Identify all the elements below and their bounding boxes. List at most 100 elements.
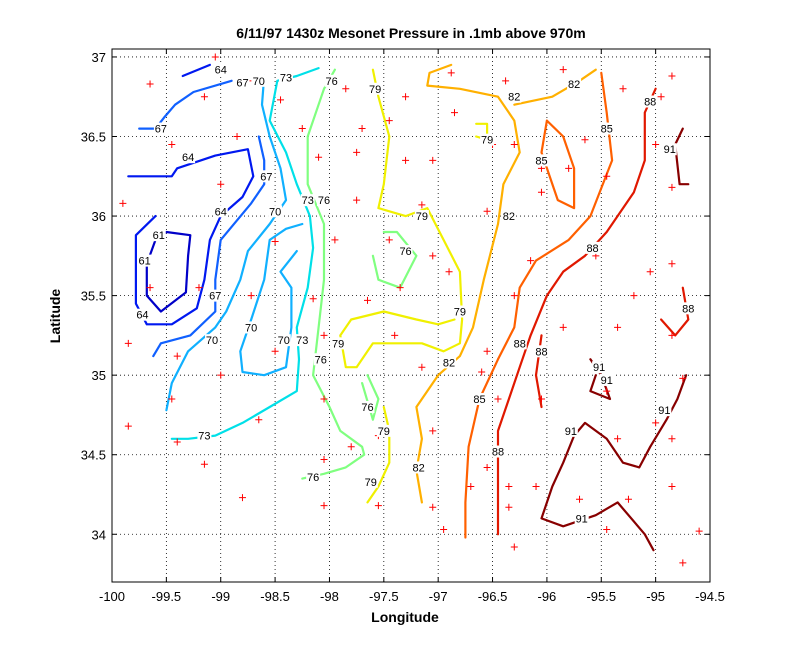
station-marker [247, 292, 255, 300]
station-marker [624, 495, 632, 503]
contour-label: 79 [369, 84, 381, 96]
contour-67 [138, 79, 233, 130]
contour-label-bg [135, 308, 150, 321]
contour-label: 70 [253, 76, 265, 88]
station-marker [668, 435, 676, 443]
contour-label: 67 [236, 77, 248, 89]
station-marker [429, 427, 437, 435]
station-marker [494, 395, 502, 403]
contour-label-bg [480, 133, 495, 146]
station-marker [581, 136, 589, 144]
station-marker [532, 483, 540, 491]
chart-title: 6/11/97 1430z Mesonet Pressure in .1mb a… [236, 25, 585, 41]
x-tick-label: -97.5 [369, 589, 399, 604]
station-marker [271, 238, 279, 246]
contour-label: 82 [568, 79, 580, 91]
station-marker [385, 117, 393, 125]
contour-label: 76 [307, 472, 319, 484]
x-tick-label: -96.5 [478, 589, 508, 604]
contour-label-bg [213, 63, 228, 76]
plot-area [112, 49, 710, 582]
station-marker [298, 125, 306, 133]
contour-label: 85 [473, 394, 485, 406]
contour-label: 70 [269, 206, 281, 218]
contour-91 [674, 127, 690, 186]
contour-label-bg [411, 461, 426, 474]
contour-label: 79 [481, 135, 493, 147]
station-marker [668, 483, 676, 491]
station-marker [668, 72, 676, 80]
station-marker [233, 133, 241, 141]
contour-label: 88 [492, 447, 504, 459]
station-marker [537, 395, 545, 403]
station-marker [505, 503, 513, 511]
contour-label: 82 [443, 357, 455, 369]
contour-76 [301, 68, 366, 480]
contour-label: 79 [332, 338, 344, 350]
station-marker [505, 483, 513, 491]
station-marker [342, 85, 350, 93]
station-marker [255, 416, 263, 424]
contour-label-bg [331, 337, 346, 350]
plot-frame [111, 48, 711, 583]
contour-label: 88 [644, 97, 656, 109]
contour-label: 70 [245, 322, 257, 334]
contour-79 [339, 68, 464, 369]
contour-label: 64 [215, 65, 227, 77]
station-marker [668, 183, 676, 191]
y-tick-label: 34 [92, 527, 106, 542]
contour-label-bg [278, 71, 293, 84]
station-marker [173, 352, 181, 360]
contour-label: 88 [514, 338, 526, 350]
station-marker [445, 268, 453, 276]
contour-label-bg [452, 305, 467, 318]
station-marker [695, 527, 703, 535]
contour-label-bg [181, 151, 196, 164]
station-marker [320, 395, 328, 403]
contour-label-bg [567, 78, 582, 91]
station-marker [173, 438, 181, 446]
contour-70 [239, 222, 304, 377]
contour-label: 76 [326, 76, 338, 88]
contour-label-bg [306, 470, 321, 483]
station-marker [510, 140, 518, 148]
contour-label-bg [205, 334, 220, 347]
station-marker [559, 323, 567, 331]
contour-label: 91 [565, 426, 577, 438]
station-marker [124, 422, 132, 430]
contour-label: 64 [182, 152, 194, 164]
x-tick-label: -99 [211, 589, 230, 604]
station-marker [200, 93, 208, 101]
station-marker [391, 331, 399, 339]
station-marker [418, 201, 426, 209]
contour-label-bg [512, 337, 527, 350]
contour-label: 82 [412, 462, 424, 474]
x-tick-label: -94.5 [695, 589, 725, 604]
station-marker [565, 164, 573, 172]
contour-label: 61 [138, 256, 150, 268]
station-marker [320, 455, 328, 463]
contour-85 [540, 119, 576, 210]
x-tick-label: -95.5 [586, 589, 616, 604]
station-marker [124, 339, 132, 347]
contour-label: 76 [399, 246, 411, 258]
x-tick-label: -96 [538, 589, 557, 604]
contour-label: 67 [209, 291, 221, 303]
station-marker [315, 153, 323, 161]
contour-82 [415, 63, 521, 504]
station-marker [679, 374, 687, 382]
contour-label: 91 [664, 144, 676, 156]
station-marker [559, 66, 567, 74]
contour-label-bg [213, 205, 228, 218]
station-marker [320, 331, 328, 339]
y-tick-label: 36.5 [81, 130, 106, 145]
station-marker [447, 69, 455, 77]
station-marker [271, 347, 279, 355]
station-marker [217, 371, 225, 379]
x-tick-label: -95 [646, 589, 665, 604]
contour-label-bg [235, 76, 250, 89]
station-marker [211, 53, 219, 61]
contour-label-bg [276, 334, 291, 347]
contour-label-bg [251, 74, 266, 87]
station-marker [576, 495, 584, 503]
